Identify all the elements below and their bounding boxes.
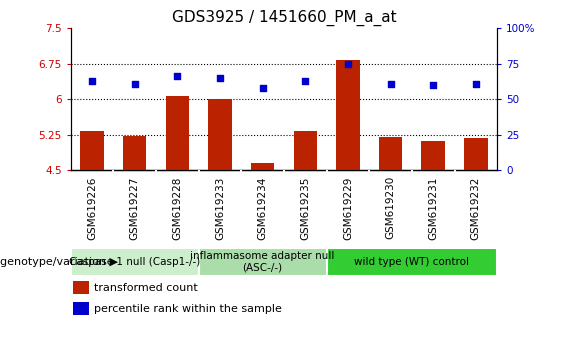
Text: percentile rank within the sample: percentile rank within the sample (94, 304, 281, 314)
Bar (379, 137, 402, 170)
Text: genotype/variation ▶: genotype/variation ▶ (0, 257, 118, 267)
Point (301, 78, 310, 84)
Point (258, 85, 267, 91)
Bar (464, 138, 488, 170)
Text: GSM619231: GSM619231 (428, 176, 438, 240)
Bar (123, 136, 146, 170)
Text: GSM619229: GSM619229 (343, 176, 353, 240)
Point (471, 81, 480, 86)
Bar (251, 163, 275, 170)
FancyBboxPatch shape (199, 249, 327, 275)
Point (130, 81, 139, 86)
Point (173, 74, 182, 79)
Bar (73, 281, 89, 294)
Text: inflammasome adapter null
(ASC-/-): inflammasome adapter null (ASC-/-) (190, 251, 335, 273)
Text: GSM619235: GSM619235 (300, 176, 310, 240)
Title: GDS3925 / 1451660_PM_a_at: GDS3925 / 1451660_PM_a_at (172, 9, 396, 25)
Bar (336, 61, 360, 170)
Text: GSM619232: GSM619232 (471, 176, 481, 240)
Text: transformed count: transformed count (94, 282, 197, 293)
Bar (73, 302, 89, 315)
Text: GSM619234: GSM619234 (258, 176, 268, 240)
Point (215, 75, 224, 81)
Point (386, 81, 395, 86)
Text: GSM619233: GSM619233 (215, 176, 225, 240)
Text: GSM619228: GSM619228 (172, 176, 182, 240)
FancyBboxPatch shape (71, 249, 199, 275)
Bar (421, 141, 445, 170)
Text: wild type (WT) control: wild type (WT) control (354, 257, 470, 267)
Bar (166, 96, 189, 170)
Bar (208, 99, 232, 170)
Text: GSM619230: GSM619230 (385, 176, 396, 239)
Point (344, 61, 353, 67)
Text: Caspase 1 null (Casp1-/-): Caspase 1 null (Casp1-/-) (69, 257, 200, 267)
Bar (80, 131, 104, 170)
FancyBboxPatch shape (327, 249, 497, 275)
Text: GSM619226: GSM619226 (87, 176, 97, 240)
Point (429, 82, 438, 88)
Bar (293, 131, 317, 170)
Text: GSM619227: GSM619227 (129, 176, 140, 240)
Point (88, 78, 97, 84)
